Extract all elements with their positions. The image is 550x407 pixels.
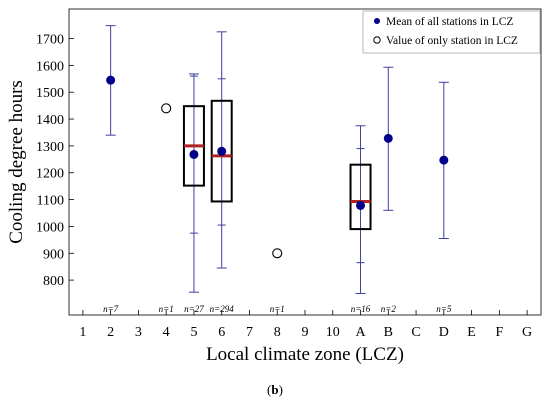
y-tick-label: 1700 [36, 33, 64, 48]
y-tick-label: 800 [43, 274, 64, 289]
y-tick-label: 1600 [36, 59, 64, 74]
x-tick-label: 4 [163, 325, 170, 340]
x-tick-label: 10 [326, 325, 340, 340]
x-tick-label: 1 [79, 325, 86, 340]
y-tick-label: 1200 [36, 167, 64, 182]
x-tick-label: E [467, 325, 476, 340]
y-axis-label: Cooling degree hours [6, 80, 27, 244]
x-tick-label: A [355, 325, 366, 340]
legend-mean-marker [374, 18, 380, 24]
figure-caption: (b) [0, 382, 550, 398]
mean-point [356, 200, 366, 210]
caption-close: ) [278, 382, 283, 397]
legend-single-marker [373, 36, 381, 44]
y-tick-label: 1100 [37, 194, 64, 209]
sample-size-label: n=7 [103, 304, 119, 314]
boxplot-chart: 800 900 1000 1100 1200 1300 1400 1500 1600 1700 1 2… [6, 8, 542, 365]
interquartile-box [349, 163, 372, 231]
legend-single-label: Value of only station in LCZ [386, 35, 518, 47]
x-tick-label: B [384, 325, 393, 340]
x-tick-label: G [522, 325, 532, 340]
single-station-point [161, 103, 172, 114]
x-tick-label: 9 [302, 325, 309, 340]
x-tick-label: C [411, 325, 420, 340]
mean-point [383, 133, 393, 143]
mean-point [439, 155, 449, 165]
caption-open: ( [267, 382, 272, 397]
sample-size-label: n=27 [184, 304, 204, 314]
mean-point [217, 146, 227, 156]
sample-size-label: n=16 [351, 304, 371, 314]
single-station-point [272, 248, 283, 259]
legend-box [362, 10, 541, 54]
y-tick-label: 1400 [36, 113, 64, 128]
mean-point [106, 75, 116, 85]
legend: Mean of all stations in LCZ Value of onl… [362, 10, 541, 54]
mean-point [189, 149, 199, 159]
sample-size-label: n=2 [381, 304, 397, 314]
y-tick-label: 1300 [36, 140, 64, 155]
sample-size-label: n=1 [270, 304, 285, 314]
x-tick-label: 6 [218, 325, 225, 340]
x-tick-label: 2 [107, 325, 114, 340]
plot-area [68, 8, 542, 316]
y-tick-label: 900 [43, 247, 64, 262]
y-tick-label: 1000 [36, 220, 64, 235]
x-tick-label: D [439, 325, 449, 340]
y-tick-label: 1500 [36, 86, 64, 101]
sample-size-label: n=294 [210, 304, 235, 314]
x-tick-label: 5 [190, 325, 197, 340]
x-tick-label: 7 [246, 325, 253, 340]
x-axis-label: Local climate zone (LCZ) [206, 344, 404, 365]
x-tick-label: 3 [135, 325, 142, 340]
sample-size-label: n=1 [159, 304, 174, 314]
caption-label: b [271, 382, 279, 397]
x-tick-label: 8 [274, 325, 281, 340]
legend-mean-label: Mean of all stations in LCZ [386, 16, 513, 28]
x-tick-label: F [495, 325, 503, 340]
interquartile-box [210, 99, 233, 203]
sample-size-label: n=5 [436, 304, 452, 314]
